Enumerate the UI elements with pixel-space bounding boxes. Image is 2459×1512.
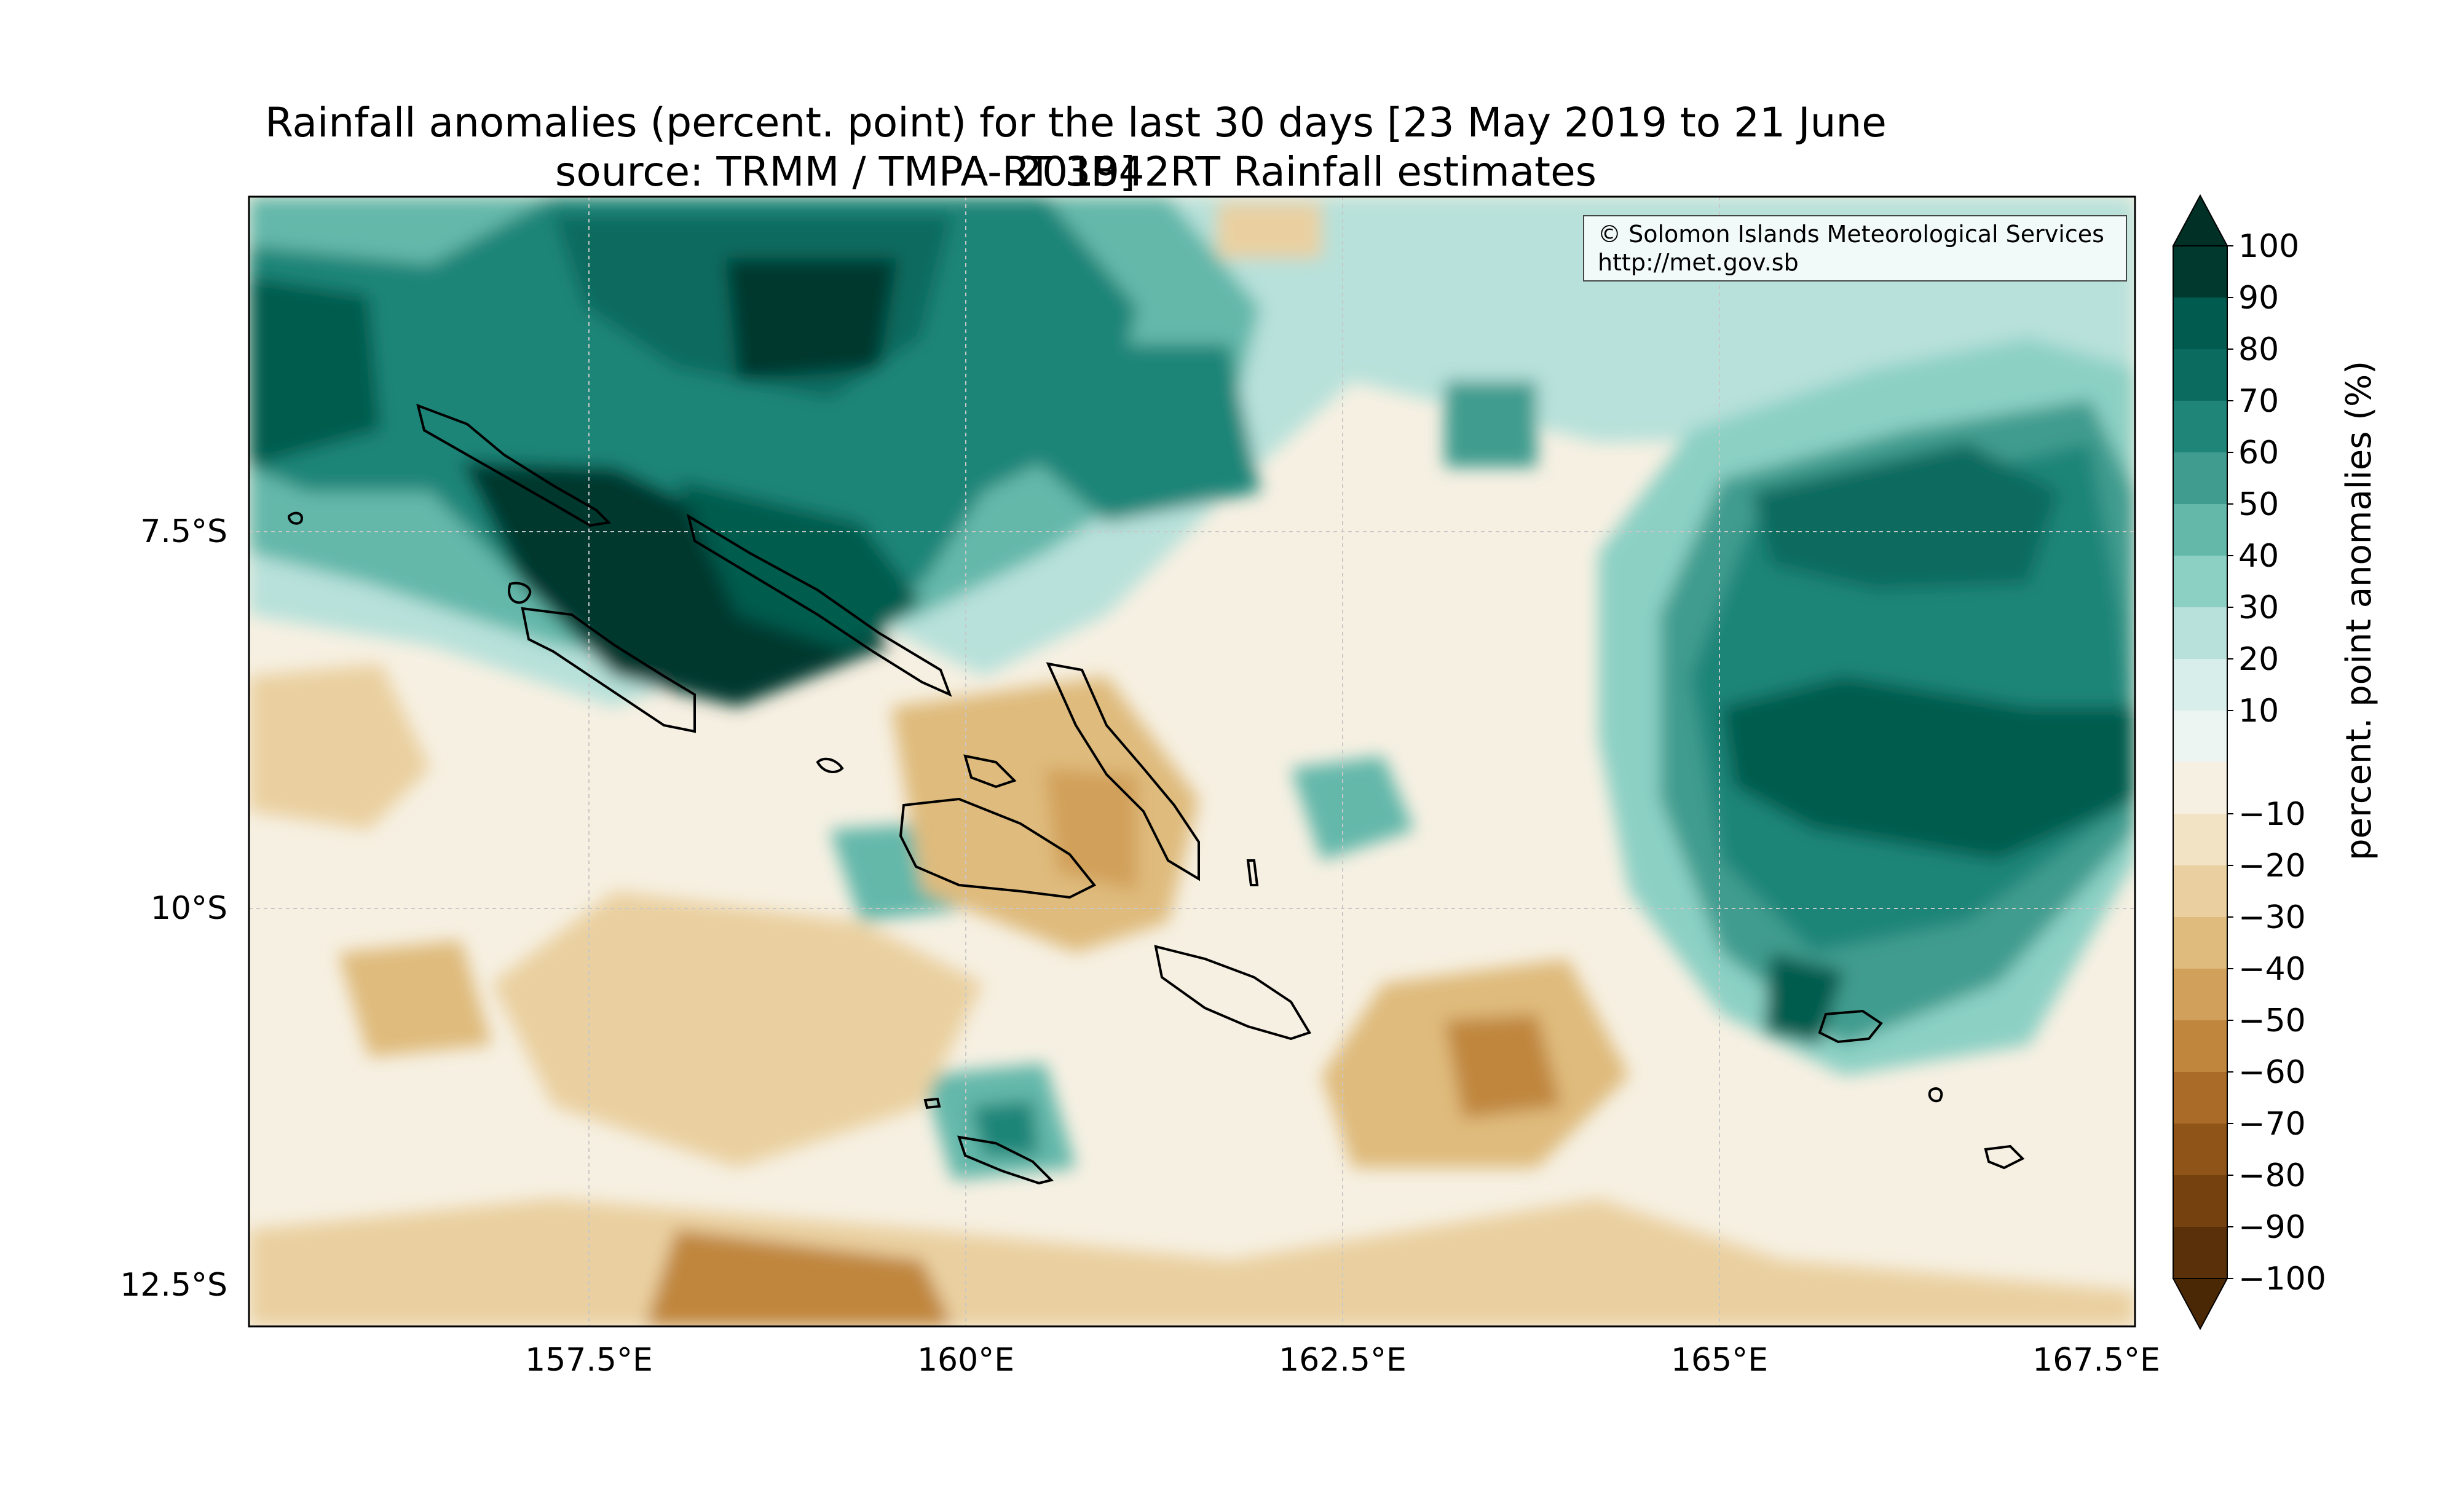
map-frame [248, 195, 2136, 1328]
colorbar-tick-label: −60 [2238, 1054, 2306, 1091]
colorbar-extend-bottom [2172, 1278, 2228, 1331]
colorbar-tick-label: 40 [2238, 538, 2279, 575]
new-georgia-islands [521, 607, 696, 733]
credit-line-2: http://met.gov.sb [1598, 249, 1799, 276]
colorbar-tick-label: −70 [2238, 1106, 2306, 1143]
colorbar-segment [2173, 1124, 2227, 1175]
colorbar-segment [2173, 297, 2227, 349]
small-east-island [1984, 1144, 2025, 1170]
colorbar-segment [2173, 917, 2227, 969]
colorbar-segment [2173, 452, 2227, 504]
colorbar-segment [2173, 659, 2227, 711]
florida-islands [963, 754, 1017, 789]
colorbar-segment [2173, 762, 2227, 814]
colorbar: 100 90 80 70 60 50 40 30 20 10 −10 −20 −30 −40 −50 −60 −… [2172, 194, 2326, 1331]
shortland-islands [287, 511, 303, 525]
colorbar-tick-label: −90 [2238, 1209, 2306, 1246]
lon-label-160e: 160°E [917, 1342, 1014, 1379]
colorbar-segment [2173, 504, 2227, 556]
colorbar-tick-label: −10 [2238, 796, 2306, 833]
santa-isabel-island [1046, 662, 1200, 881]
colorbar-tick-label: 30 [2238, 589, 2279, 626]
map-title: Rainfall anomalies (percent. point) for … [265, 99, 1887, 195]
credit-box: © Solomon Islands Meteorological Service… [1583, 215, 2127, 282]
colorbar-segment [2173, 865, 2227, 917]
colorbar-segment [2173, 711, 2227, 762]
colorbar-tick-label: −80 [2238, 1157, 2306, 1194]
colorbar-tick-label: 80 [2238, 331, 2279, 368]
colorbar-segment [2173, 556, 2227, 607]
colorbar-tick-label: −100 [2238, 1261, 2326, 1297]
map-subtitle: source: TRMM / TMPA-RT 3B42RT Rainfall e… [555, 148, 1597, 195]
colorbar-tick-label: 90 [2238, 280, 2279, 317]
colorbar-tick-label: −30 [2238, 899, 2306, 936]
lat-label-10s: 10°S [151, 890, 227, 927]
colorbar-segment [2173, 1175, 2227, 1227]
colorbar-segment [2173, 1227, 2227, 1278]
colorbar-tick-label: −20 [2238, 848, 2306, 884]
lat-label-12-5s: 12.5°S [120, 1267, 227, 1304]
colorbar-segment [2173, 401, 2227, 452]
colorbar-tick-label: 60 [2238, 435, 2279, 471]
lon-label-157-5e: 157.5°E [525, 1342, 653, 1379]
colorbar-segment [2173, 1020, 2227, 1072]
colorbar-tick-label: −40 [2238, 951, 2306, 988]
santa-cruz-island [1818, 1009, 1883, 1044]
bellona-island [923, 1097, 941, 1109]
colorbar-tick-label: −50 [2238, 1002, 2306, 1039]
colorbar-segment [2173, 349, 2227, 401]
colorbar-extend-top [2172, 194, 2228, 246]
colorbar-segment [2173, 814, 2227, 865]
colorbar-segment [2173, 1072, 2227, 1124]
colorbar-tick-label: 10 [2238, 693, 2279, 730]
guadalcanal-island [899, 797, 1097, 899]
colorbar-tick-label: 50 [2238, 486, 2279, 523]
rainfall-anomaly-field [249, 197, 2135, 1326]
tiny-east-island [1928, 1087, 1943, 1103]
malaita-marker [508, 581, 532, 604]
makira-island [1154, 945, 1311, 1041]
ndai-island [1246, 859, 1259, 886]
choiseul-island [686, 513, 952, 697]
russell-islands [816, 757, 844, 773]
rennell-island [957, 1135, 1054, 1185]
lon-label-167-5e: 167.5°E [2032, 1342, 2160, 1379]
credit-line-1: © Solomon Islands Meteorological Service… [1598, 221, 2104, 248]
lat-label-7-5s: 7.5°S [140, 513, 227, 550]
coastlines [287, 403, 2025, 1185]
lon-label-165e: 165°E [1671, 1342, 1768, 1379]
colorbar-segment [2173, 246, 2227, 297]
latitude-labels: 7.5°S 10°S 12.5°S [120, 513, 227, 1304]
colorbar-tick-label: 70 [2238, 383, 2279, 420]
colorbar-tick-label: 20 [2238, 641, 2279, 678]
bougainville-island [416, 403, 612, 527]
map-gridlines [249, 197, 2135, 1326]
lon-label-162-5e: 162.5°E [1279, 1342, 1407, 1379]
colorbar-tick-label: 100 [2238, 228, 2299, 265]
colorbar-label: percent. point anomalies (%) [2339, 360, 2379, 860]
colorbar-segment [2173, 607, 2227, 659]
longitude-labels: 157.5°E 160°E 162.5°E 165°E 167.5°E [525, 1342, 2160, 1379]
colorbar-segment [2173, 969, 2227, 1020]
